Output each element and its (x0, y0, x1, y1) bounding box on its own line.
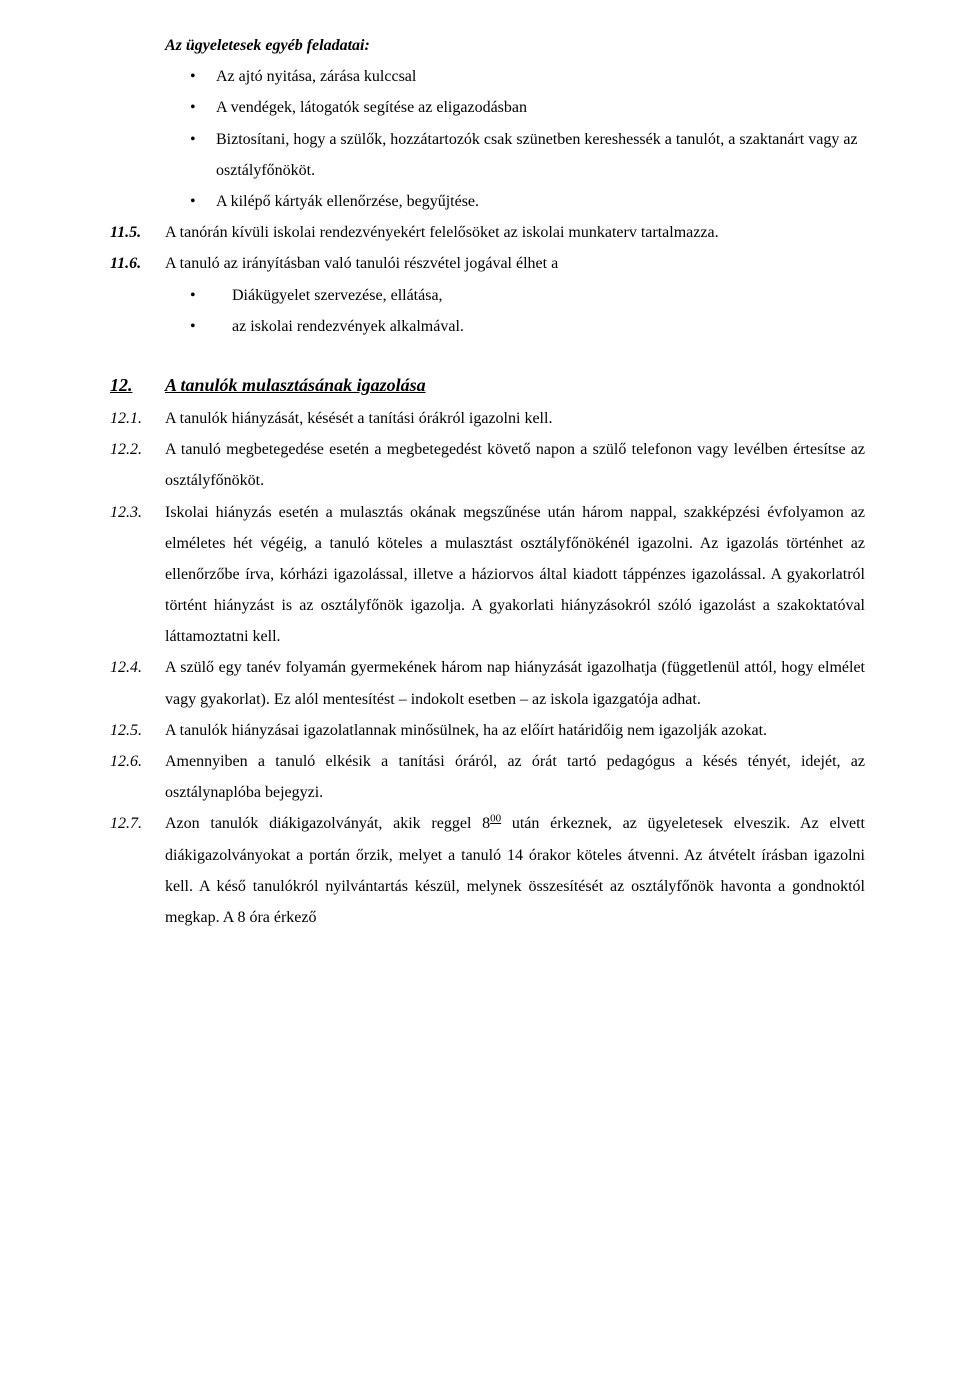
item-text: A tanuló megbetegedése esetén a megbeteg… (165, 434, 865, 496)
superscript-time: 00 (490, 813, 501, 825)
item-number: 12.5. (110, 715, 165, 746)
item-number: 12.4. (110, 652, 165, 683)
item-number: 12.3. (110, 497, 165, 528)
list-item: A vendégek, látogatók segítése az eligaz… (190, 92, 865, 123)
section-12-header: 12. A tanulók mulasztásának igazolása (110, 368, 865, 403)
item-12-7: 12.7. Azon tanulók diákigazolványát, aki… (110, 808, 865, 933)
item-12-5: 12.5. A tanulók hiányzásai igazolatlanna… (110, 715, 865, 746)
list-item: Biztosítani, hogy a szülők, hozzátartozó… (190, 124, 865, 186)
item-text: A szülő egy tanév folyamán gyermekének h… (165, 652, 865, 714)
item-12-6: 12.6. Amennyiben a tanuló elkésik a taní… (110, 746, 865, 808)
item-text: Azon tanulók diákigazolványát, akik regg… (165, 808, 865, 933)
item-12-3: 12.3. Iskolai hiányzás esetén a mulasztá… (110, 497, 865, 653)
item-number: 12.6. (110, 746, 165, 777)
item-text: A tanórán kívüli iskolai rendezvényekért… (165, 217, 865, 248)
item-text: A tanulók hiányzását, késését a tanítási… (165, 403, 865, 434)
list-item: Az ajtó nyitása, zárása kulccsal (190, 61, 865, 92)
list-item: Diákügyelet szervezése, ellátása, (190, 280, 865, 311)
item-number: 12.2. (110, 434, 165, 465)
section-title-text: A tanulók mulasztásának igazolása (165, 368, 426, 403)
section-number: 12. (110, 368, 165, 403)
item-11-5: 11.5. A tanórán kívüli iskolai rendezvén… (110, 217, 865, 248)
item-number: 12.7. (110, 808, 165, 839)
item-11-6-bullets: Diákügyelet szervezése, ellátása, az isk… (190, 280, 865, 342)
item-11-6: 11.6. A tanuló az irányításban való tanu… (110, 248, 865, 279)
item-12-2: 12.2. A tanuló megbetegedése esetén a me… (110, 434, 865, 496)
item-number: 12.1. (110, 403, 165, 434)
item-12-4: 12.4. A szülő egy tanév folyamán gyermek… (110, 652, 865, 714)
list-item: az iskolai rendezvények alkalmával. (190, 311, 865, 342)
intro-bullets: Az ajtó nyitása, zárása kulccsal A vendé… (190, 61, 865, 217)
item-12-1: 12.1. A tanulók hiányzását, késését a ta… (110, 403, 865, 434)
text-before-super: Azon tanulók diákigazolványát, akik regg… (165, 815, 490, 832)
item-text: A tanulók hiányzásai igazolatlannak minő… (165, 715, 865, 746)
item-number: 11.5. (110, 217, 165, 248)
item-number: 11.6. (110, 248, 165, 279)
item-text: Amennyiben a tanuló elkésik a tanítási ó… (165, 746, 865, 808)
item-text: Iskolai hiányzás esetén a mulasztás okán… (165, 497, 865, 653)
item-text: A tanuló az irányításban való tanulói ré… (165, 248, 865, 279)
intro-title: Az ügyeletesek egyéb feladatai: (165, 30, 865, 61)
list-item: A kilépő kártyák ellenőrzése, begyűjtése… (190, 186, 865, 217)
